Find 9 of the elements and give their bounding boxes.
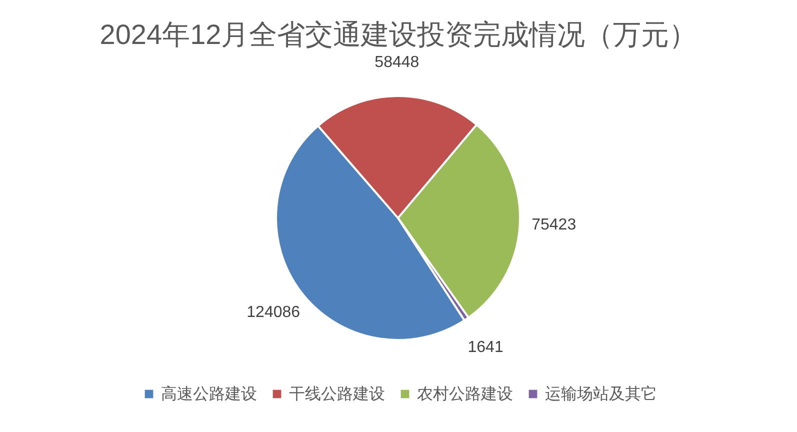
legend-label: 运输场站及其它	[545, 385, 657, 403]
legend-label: 干线公路建设	[289, 385, 385, 403]
data-label: 1641	[468, 339, 504, 356]
chart-title: 2024年12月全省交通建设投资完成情况（万元）	[100, 19, 698, 50]
legend-label: 高速公路建设	[161, 385, 257, 403]
data-label: 124086	[246, 304, 300, 321]
data-label: 75423	[532, 216, 576, 234]
legend-label: 农村公路建设	[417, 385, 513, 403]
data-label: 58448	[374, 54, 420, 72]
